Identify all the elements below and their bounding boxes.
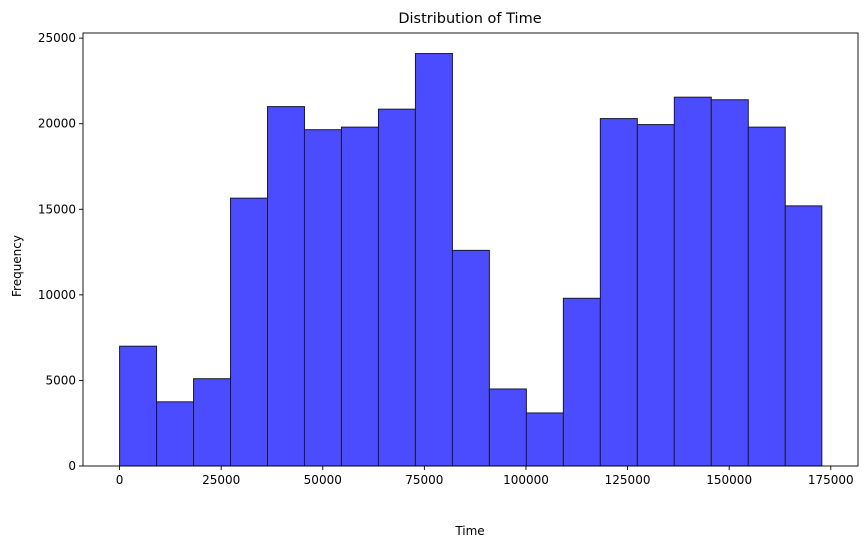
y-axis-label: Frequency: [10, 235, 24, 297]
histogram-bar: [784, 205, 823, 467]
bars-group: [119, 53, 823, 467]
y-tick-label: 5000: [45, 373, 76, 387]
histogram-bar: [451, 249, 490, 467]
histogram-bar: [377, 108, 416, 467]
y-tick-label: 0: [68, 459, 76, 473]
y-tick-label: 15000: [38, 202, 76, 216]
histogram-bar: [488, 388, 527, 467]
y-axis-ticks: 0 5000 10000 15000 20000 25000: [38, 31, 83, 473]
histogram-bar: [119, 345, 158, 467]
y-tick-label: 10000: [38, 288, 76, 302]
x-tick-label: 50000: [304, 473, 342, 487]
x-tick-label: 125000: [605, 473, 651, 487]
histogram-bar: [193, 378, 232, 467]
plot-frame: [82, 32, 859, 467]
histogram-bar: [267, 106, 305, 467]
x-tick-label: 25000: [202, 473, 240, 487]
histogram-bar: [562, 297, 601, 467]
histogram-bar: [340, 126, 379, 467]
histogram-bar: [747, 126, 786, 467]
x-tick-label: 0: [116, 473, 124, 487]
histogram-bar: [710, 99, 749, 467]
y-tick-label: 25000: [38, 31, 76, 45]
histogram-bar: [673, 96, 712, 467]
chart-title: Distribution of Time: [398, 11, 541, 27]
histogram-bar: [230, 197, 269, 467]
histogram-bar: [156, 401, 195, 467]
histogram-bar: [599, 118, 638, 467]
histogram-bar: [525, 412, 564, 467]
histogram-bar: [636, 124, 675, 467]
x-axis-ticks: 0 25000 50000 75000 100000 125000 150000 175000: [116, 466, 854, 487]
x-tick-label: 150000: [706, 473, 752, 487]
x-tick-label: 75000: [405, 473, 443, 487]
x-axis-label: Time: [454, 524, 484, 538]
x-tick-label: 100000: [503, 473, 549, 487]
histogram-bar: [414, 53, 453, 467]
x-tick-label: 175000: [808, 473, 854, 487]
y-tick-label: 20000: [38, 117, 76, 131]
histogram-bar: [303, 129, 342, 467]
